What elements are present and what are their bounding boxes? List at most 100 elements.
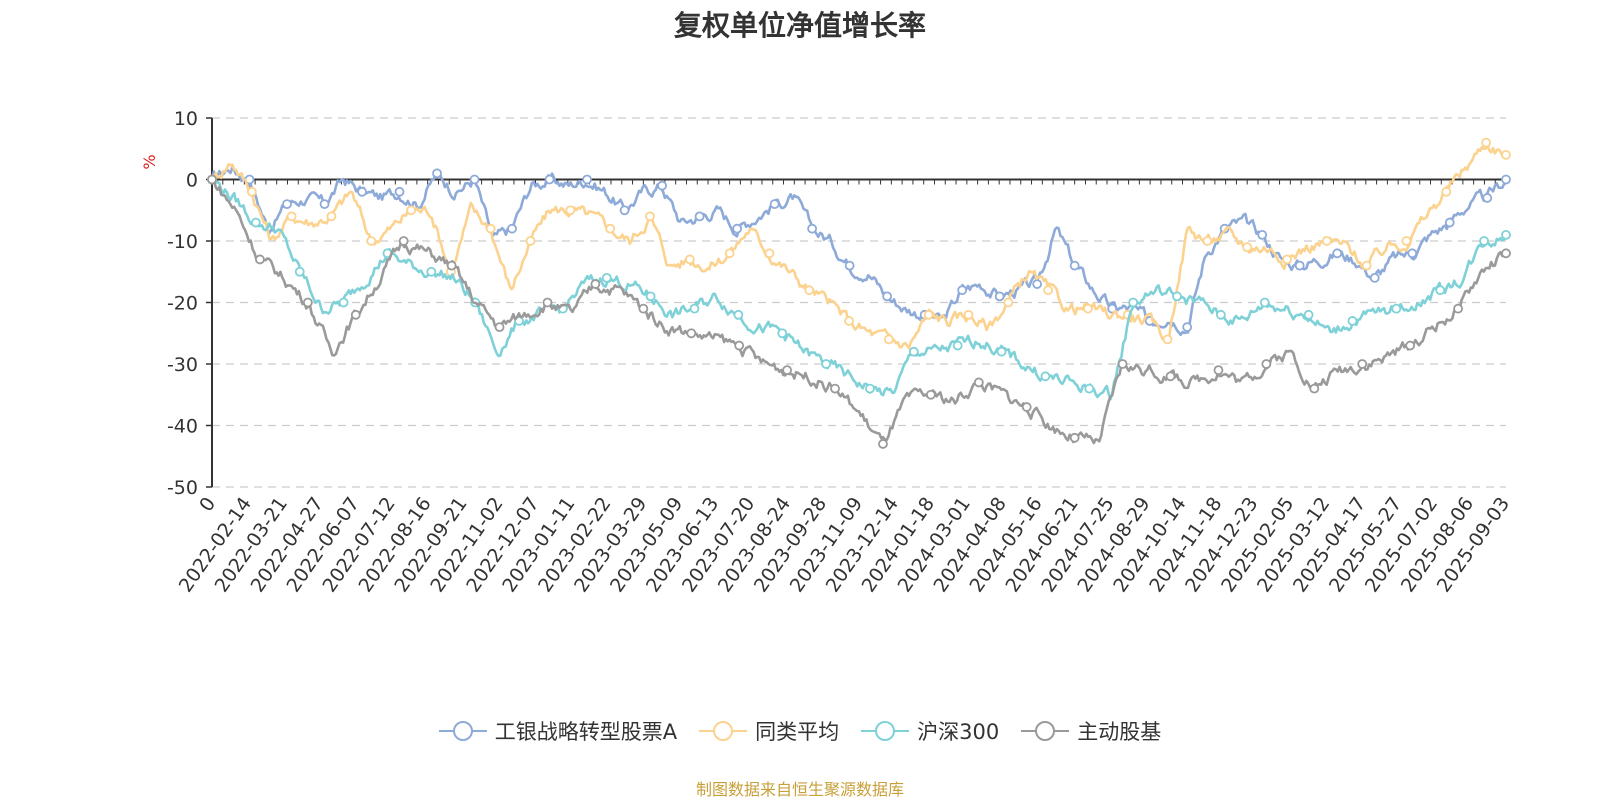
series-marker (1282, 254, 1292, 265)
series-marker (1294, 260, 1305, 271)
series-marker (807, 223, 818, 234)
legend-item[interactable]: 沪深300 (861, 716, 999, 746)
source-note: 制图数据来自恒生聚源数据库 (695, 780, 904, 799)
series-marker (494, 322, 505, 333)
legend-label: 沪深300 (917, 720, 1000, 744)
series-marker (207, 174, 217, 185)
series-marker (1165, 371, 1176, 382)
series-marker (844, 260, 855, 271)
series-marker (1040, 371, 1051, 382)
legend-marker-icon (699, 721, 748, 741)
series-marker (1347, 316, 1358, 326)
series-marker (1303, 309, 1314, 320)
series-marker (282, 199, 292, 210)
series-marker (733, 309, 744, 320)
series-marker (865, 383, 875, 394)
series-marker (590, 279, 601, 289)
series-marker (469, 174, 480, 185)
series-marker (1309, 383, 1320, 394)
series-marker (638, 303, 649, 314)
legend-item[interactable]: 主动股基 (1021, 716, 1161, 746)
series-marker (684, 254, 695, 265)
series-marker (1444, 217, 1455, 228)
series-marker (1107, 303, 1118, 314)
y-tick-label: -10 (167, 231, 198, 253)
series-marker (426, 266, 437, 277)
series-marker (605, 223, 616, 234)
series-marker (619, 205, 630, 216)
series-marker (406, 205, 416, 216)
series-marker (1391, 303, 1402, 314)
series-marker (908, 346, 919, 357)
y-tick-label: -40 (167, 416, 198, 438)
legend-marker-icon (861, 721, 910, 741)
series-marker (1441, 186, 1452, 197)
y-tick-label: -20 (167, 293, 198, 315)
series-marker (1257, 229, 1268, 240)
series-marker (1043, 285, 1054, 296)
series-marker (645, 291, 656, 302)
series-marker (1259, 297, 1270, 308)
legend-item[interactable]: 工银战略转型股票A (438, 716, 677, 746)
series-marker (1479, 236, 1489, 246)
series-marker (1083, 303, 1093, 314)
y-tick-label: 0 (186, 170, 198, 192)
series-marker (1361, 260, 1372, 271)
series-marker (923, 309, 934, 320)
series-marker (957, 285, 968, 296)
legend-label: 同类平均 (755, 720, 840, 744)
series-marker (1215, 309, 1226, 320)
series-marker (286, 211, 297, 222)
series-marker (1069, 432, 1080, 443)
series-marker (338, 297, 349, 308)
series-marker (724, 248, 735, 259)
series-line (211, 178, 1508, 445)
series-marker (734, 340, 745, 351)
series-marker (1261, 359, 1272, 369)
series-marker (601, 272, 612, 283)
legend: 工银战略转型股票A 同类平均 沪深300 主动股基 (0, 716, 1600, 746)
series-marker (582, 174, 592, 185)
series-marker (1128, 297, 1139, 308)
series-marker (1401, 236, 1412, 246)
series-marker (1021, 402, 1032, 412)
series-marker (565, 205, 576, 216)
series-marker (686, 328, 697, 339)
series-marker (1202, 236, 1213, 246)
series-marker (1032, 279, 1043, 289)
series-marker (694, 211, 705, 222)
series-marker (319, 199, 330, 210)
series-marker (764, 248, 775, 259)
series-marker (255, 254, 265, 265)
series-marker (973, 377, 984, 388)
series-marker (1453, 303, 1463, 314)
series-marker (1405, 340, 1416, 351)
series-marker (844, 316, 854, 326)
series-marker (366, 236, 377, 246)
grid-lines (212, 117, 1506, 488)
series-marker (446, 260, 457, 271)
series-marker (1162, 334, 1173, 345)
series-lines (207, 137, 1511, 449)
series-marker (1321, 236, 1332, 246)
series-marker (804, 285, 815, 296)
series-marker (732, 223, 743, 234)
series-marker (1481, 137, 1491, 148)
series-marker (294, 266, 305, 277)
series-marker (1501, 248, 1511, 259)
series-marker (689, 303, 700, 314)
series-marker (1357, 359, 1368, 369)
series-marker (925, 389, 936, 400)
legend-item[interactable]: 同类平均 (699, 716, 839, 746)
legend-marker-icon (1021, 721, 1070, 741)
legend-marker-icon (438, 721, 487, 741)
series-marker (782, 365, 793, 376)
series-marker (1435, 285, 1446, 296)
series-marker (326, 211, 337, 222)
series-marker (1003, 297, 1014, 308)
series-marker (398, 236, 409, 246)
series-marker (525, 236, 536, 246)
series-marker (1482, 193, 1493, 203)
series-marker (1407, 248, 1418, 259)
